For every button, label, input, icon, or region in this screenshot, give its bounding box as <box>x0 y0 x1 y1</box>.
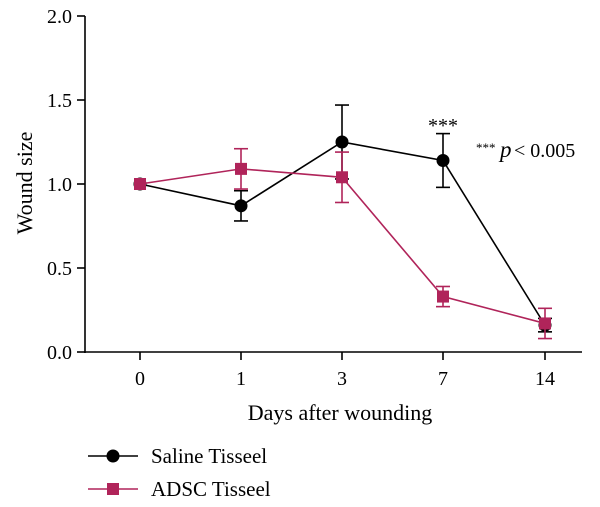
square-marker <box>107 483 119 495</box>
y-axis-label: Wound size <box>12 132 37 235</box>
x-tick-label: 14 <box>535 368 555 390</box>
x-tick-label: 7 <box>438 368 448 390</box>
square-marker <box>134 178 146 190</box>
legend-item: ADSC Tisseel <box>88 477 271 501</box>
legend-item: Saline Tisseel <box>88 444 267 468</box>
square-marker <box>539 317 551 330</box>
x-tick-label: 0 <box>135 368 145 390</box>
axes: 0.0 0.5 1.0 1.5 2.0 0 1 3 7 14 <box>47 6 582 390</box>
legend-label: Saline Tisseel <box>151 444 267 468</box>
pvalue-text: < 0.005 <box>514 140 575 162</box>
y-tick-label: 1.0 <box>47 174 72 196</box>
y-tick-label: 0.0 <box>47 342 72 364</box>
circle-marker <box>106 449 120 463</box>
square-marker <box>235 162 247 175</box>
square-marker <box>437 290 449 303</box>
legend-label: ADSC Tisseel <box>151 477 271 501</box>
x-tick-label: 3 <box>337 368 347 390</box>
pvalue-symbol: p <box>498 137 512 162</box>
legend: Saline Tisseel ADSC Tisseel <box>88 444 271 501</box>
y-tick-label: 1.5 <box>47 90 72 112</box>
circle-marker <box>335 135 349 149</box>
pvalue-annotation: *** p < 0.005 <box>476 137 575 162</box>
circle-marker <box>234 199 248 213</box>
square-marker <box>336 171 348 184</box>
y-tick-label: 0.5 <box>47 258 72 280</box>
pvalue-stars: *** <box>476 140 496 155</box>
series-adsc-tisseel <box>134 147 552 340</box>
significance-marker: *** <box>428 115 458 137</box>
x-tick-label: 1 <box>236 368 246 390</box>
circle-marker <box>436 153 450 167</box>
series-layer <box>133 104 552 340</box>
x-axis-label: Days after wounding <box>248 400 433 425</box>
y-tick-label: 2.0 <box>47 6 72 28</box>
